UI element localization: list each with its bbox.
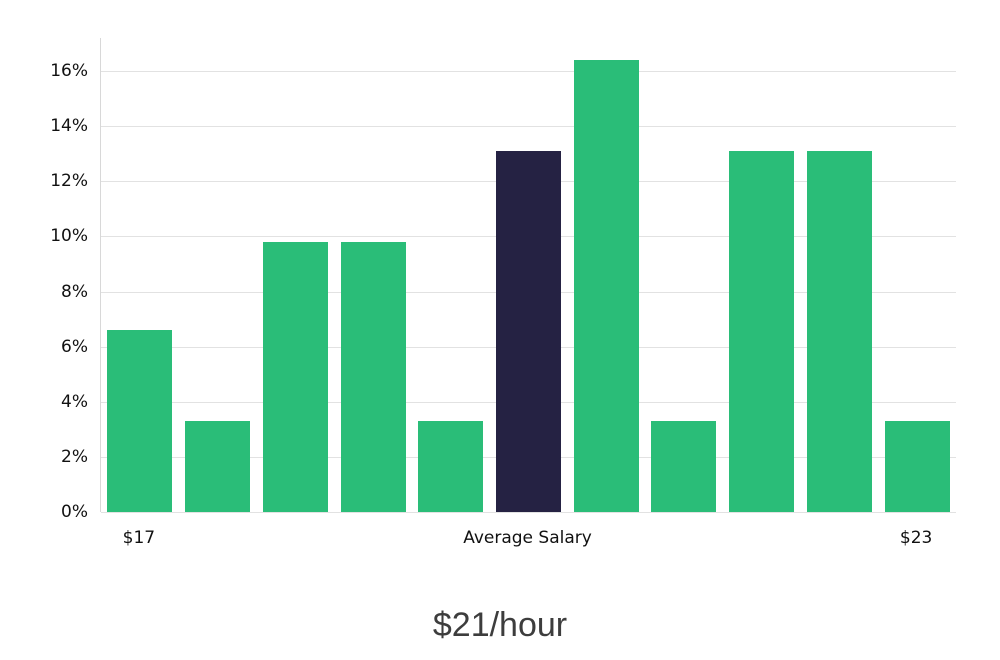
bar xyxy=(185,421,251,512)
y-tick-label: 0% xyxy=(61,502,88,522)
y-tick-label: 8% xyxy=(61,281,88,302)
gridline xyxy=(101,126,956,128)
y-tick-label: 4% xyxy=(61,391,88,412)
bar xyxy=(340,241,406,512)
y-tick-label: 12% xyxy=(50,171,88,192)
bar xyxy=(806,151,872,512)
bar xyxy=(651,421,717,512)
gridline xyxy=(101,71,956,73)
bar xyxy=(107,330,173,512)
x-axis: $17 Average Salary $23 xyxy=(100,528,955,558)
y-tick-label: 16% xyxy=(50,61,88,82)
y-tick-label: 6% xyxy=(61,336,88,357)
y-tick-label: 2% xyxy=(61,446,88,467)
y-tick-label: 14% xyxy=(50,116,88,137)
bar xyxy=(418,421,484,512)
plot-area xyxy=(100,38,956,513)
gridline xyxy=(101,512,956,513)
bar xyxy=(729,151,795,512)
y-axis: 0% 2% 4% 6% 8% 10% 12% 14% 16% xyxy=(0,38,88,522)
bar-average-salary xyxy=(496,151,561,512)
x-tick-label: Average Salary xyxy=(463,528,592,548)
bar xyxy=(262,241,328,512)
bar xyxy=(573,60,639,512)
bar xyxy=(884,421,950,512)
chart-title: $21/hour xyxy=(432,606,568,644)
x-tick-label: $17 xyxy=(122,528,156,548)
y-tick-label: 10% xyxy=(50,226,88,247)
x-tick-label: $23 xyxy=(899,528,933,548)
